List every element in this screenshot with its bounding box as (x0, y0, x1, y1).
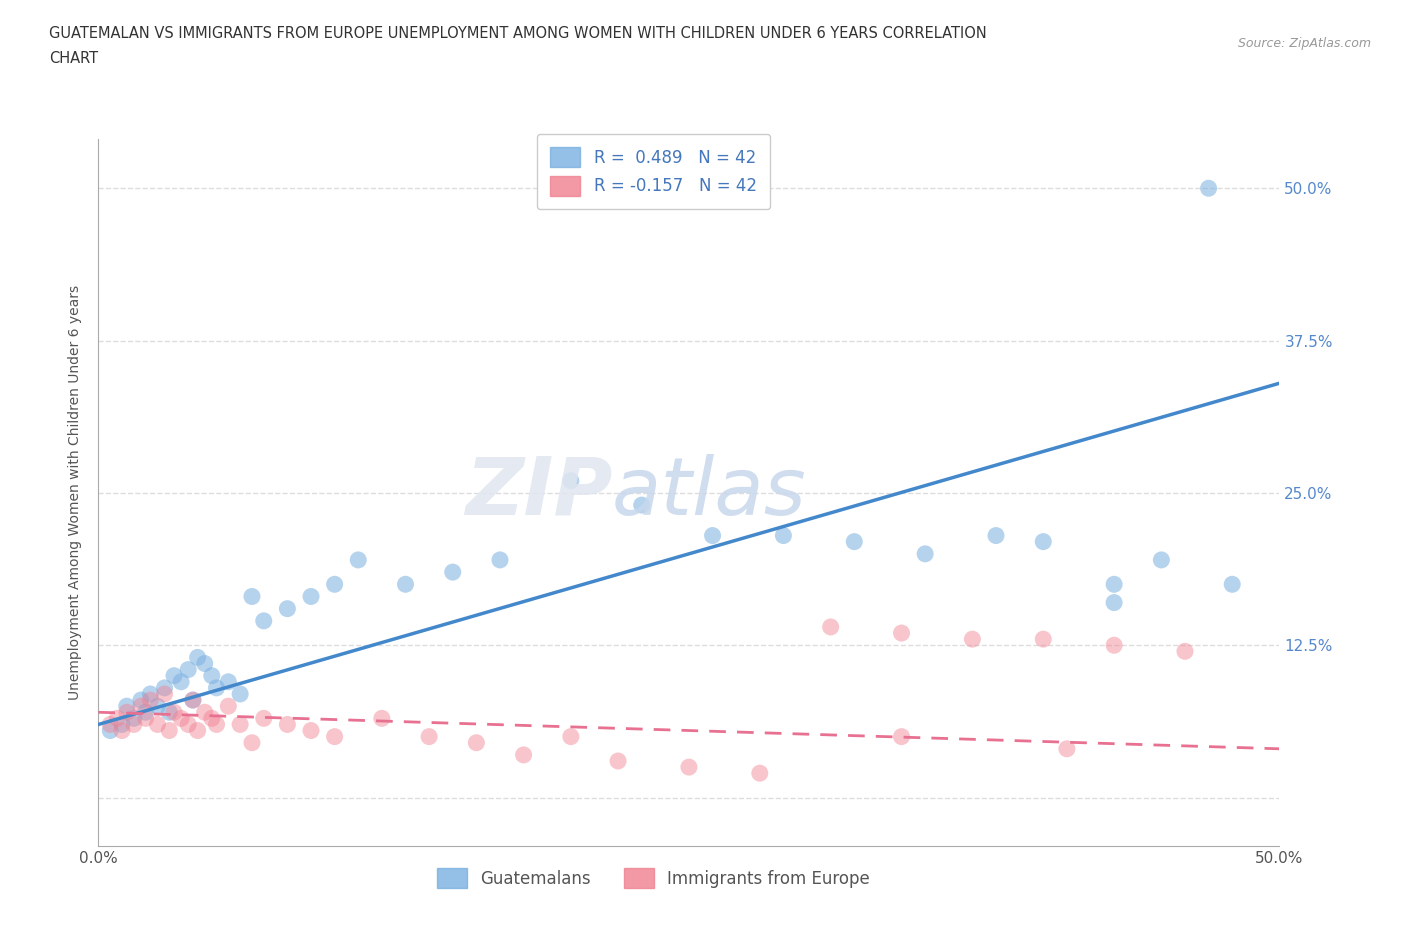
Point (240, 589, 263, 604)
Point (1032, 631, 1054, 646)
Point (153, 686, 176, 701)
Point (105, 711, 128, 725)
Point (135, 705, 157, 720)
Point (512, 748, 534, 763)
Point (217, 674, 239, 689)
Point (772, 528, 794, 543)
Point (194, 705, 217, 720)
Point (820, 619, 842, 634)
Legend: Guatemalans, Immigrants from Europe: Guatemalans, Immigrants from Europe (423, 855, 883, 901)
Point (394, 577, 416, 591)
Point (163, 669, 186, 684)
Point (122, 711, 145, 725)
Point (560, 473, 582, 488)
Point (489, 552, 512, 567)
Text: Source: ZipAtlas.com: Source: ZipAtlas.com (1237, 37, 1371, 50)
Point (1150, 552, 1173, 567)
Point (607, 753, 630, 768)
Point (1032, 534, 1054, 549)
Point (115, 698, 138, 713)
Point (111, 724, 134, 738)
Point (229, 686, 252, 701)
Point (299, 724, 322, 738)
Point (276, 717, 298, 732)
Point (177, 662, 200, 677)
Text: ZIP: ZIP (465, 454, 612, 532)
Text: CHART: CHART (49, 51, 98, 66)
Point (253, 614, 276, 629)
Point (890, 729, 912, 744)
Point (890, 626, 912, 641)
Point (276, 601, 298, 616)
Y-axis label: Unemployment Among Women with Children Under 6 years: Unemployment Among Women with Children U… (67, 286, 82, 700)
Point (139, 693, 162, 708)
Point (115, 705, 138, 720)
Point (844, 534, 866, 549)
Point (630, 498, 652, 512)
Point (111, 717, 134, 732)
Point (122, 717, 145, 732)
Point (177, 717, 200, 732)
Point (163, 705, 186, 720)
Point (702, 528, 724, 543)
Point (299, 589, 322, 604)
Point (240, 736, 263, 751)
Point (205, 717, 228, 732)
Point (135, 711, 157, 725)
Text: GUATEMALAN VS IMMIGRANTS FROM EUROPE UNEMPLOYMENT AMONG WOMEN WITH CHILDREN UNDE: GUATEMALAN VS IMMIGRANTS FROM EUROPE UNE… (49, 26, 987, 41)
Point (347, 552, 370, 567)
Point (157, 705, 180, 720)
Point (181, 693, 204, 708)
Point (181, 693, 204, 708)
Point (914, 547, 936, 562)
Point (465, 736, 488, 751)
Point (170, 711, 193, 725)
Point (153, 681, 176, 696)
Point (1102, 638, 1125, 653)
Point (1198, 180, 1220, 195)
Point (146, 698, 169, 713)
Point (157, 724, 180, 738)
Point (139, 686, 162, 701)
Point (418, 729, 440, 744)
Point (678, 760, 700, 775)
Point (1102, 577, 1125, 591)
Point (187, 724, 209, 738)
Point (1174, 644, 1197, 658)
Point (205, 681, 228, 696)
Point (98, 717, 121, 732)
Point (229, 717, 252, 732)
Point (194, 656, 217, 671)
Point (187, 650, 209, 665)
Point (129, 693, 152, 708)
Point (323, 729, 346, 744)
Point (323, 577, 346, 591)
Point (371, 711, 394, 725)
Point (146, 717, 169, 732)
Point (201, 711, 224, 725)
Point (253, 711, 276, 725)
Point (984, 528, 1007, 543)
Point (1220, 577, 1243, 591)
Text: atlas: atlas (612, 454, 807, 532)
Point (441, 565, 464, 579)
Point (1056, 741, 1078, 756)
Point (129, 698, 152, 713)
Point (170, 674, 193, 689)
Point (217, 698, 239, 713)
Point (1102, 595, 1125, 610)
Point (560, 729, 582, 744)
Point (962, 631, 984, 646)
Point (98, 724, 121, 738)
Point (201, 669, 224, 684)
Point (748, 765, 770, 780)
